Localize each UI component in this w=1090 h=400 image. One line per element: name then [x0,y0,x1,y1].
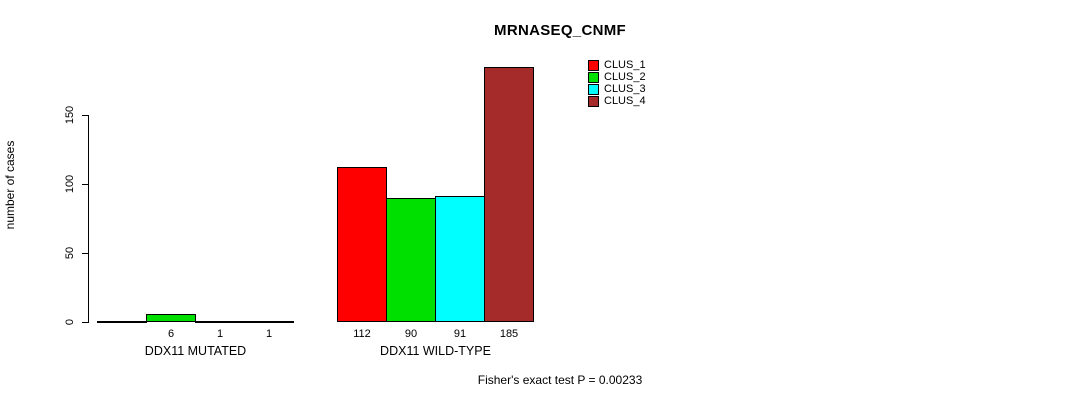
bar-clus_3-wildtype [435,196,485,322]
y-axis-line [88,115,89,323]
bar-clus_4-mutated [244,320,294,323]
legend-label: CLUS_1 [604,59,646,71]
bar-clus_2-mutated [146,313,196,322]
y-axis-tick-label: 150 [64,105,76,125]
group-label: DDX11 WILD-TYPE [380,344,491,358]
legend-label: CLUS_2 [604,71,646,83]
bar-count-label: 1 [265,328,273,340]
legend-item: CLUS_2 [588,72,646,83]
legend-swatch-icon [588,96,599,107]
legend-swatch-icon [588,84,599,95]
y-axis-tick-label: 100 [64,174,76,194]
chart-title: MRNASEQ_CNMF [494,22,626,39]
bar-clus_4-wildtype [484,66,534,322]
bar-clus_1-wildtype [337,167,387,322]
bar-count-label: 185 [499,328,519,340]
y-axis-tick-label: 50 [64,246,76,260]
legend: CLUS_1 CLUS_2 CLUS_3 CLUS_4 [588,60,646,107]
legend-label: CLUS_3 [604,83,646,95]
legend-swatch-icon [588,60,599,71]
bar-clus_3-mutated [195,320,245,323]
bar-count-label: 91 [453,328,467,340]
bar-count-label: 6 [167,328,175,340]
bar-count-label: 1 [216,328,224,340]
y-axis-tick [82,322,88,323]
y-axis-tick [82,184,88,185]
y-axis-tick [82,115,88,116]
y-axis-tick [82,253,88,254]
bar-count-label: 112 [353,328,371,340]
y-axis-label: number of cases [3,140,17,230]
legend-item: CLUS_1 [588,60,646,71]
annotation-text: Fisher's exact test P = 0.00233 [477,373,643,387]
legend-item: CLUS_3 [588,84,646,95]
legend-swatch-icon [588,72,599,83]
legend-label: CLUS_4 [604,95,646,107]
legend-item: CLUS_4 [588,96,646,107]
y-axis-tick-label: 0 [64,318,76,326]
group-label: DDX11 MUTATED [144,344,247,358]
bar-count-label: 90 [404,328,418,340]
bar-clus_2-wildtype [386,197,436,322]
bar-clus_1-mutated [97,321,147,323]
